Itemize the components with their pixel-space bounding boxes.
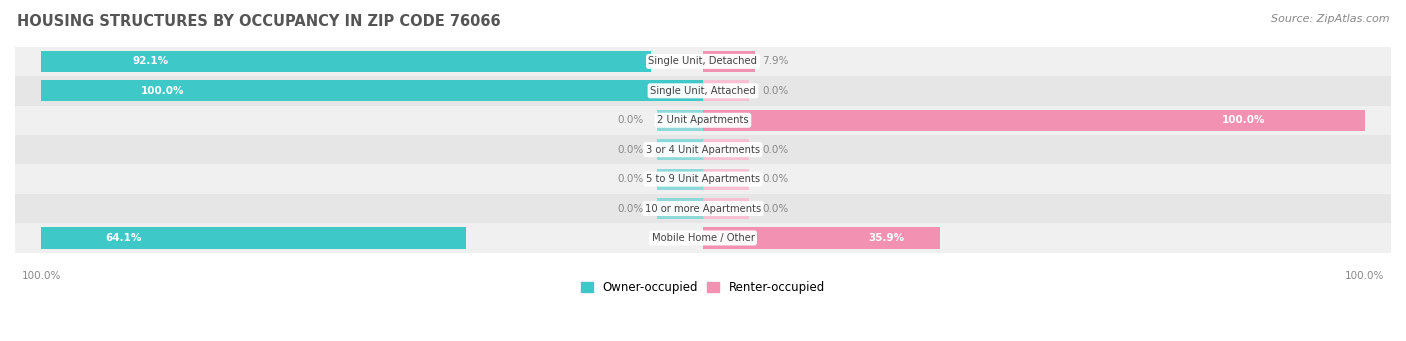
Text: 0.0%: 0.0% — [762, 145, 789, 155]
Text: 0.0%: 0.0% — [617, 145, 644, 155]
Bar — [703, 198, 749, 219]
Text: 0.0%: 0.0% — [617, 174, 644, 184]
Text: HOUSING STRUCTURES BY OCCUPANCY IN ZIP CODE 76066: HOUSING STRUCTURES BY OCCUPANCY IN ZIP C… — [17, 14, 501, 29]
Bar — [703, 80, 749, 101]
Text: 0.0%: 0.0% — [762, 204, 789, 213]
Text: 100.0%: 100.0% — [1346, 271, 1385, 281]
Bar — [41, 51, 651, 72]
Text: 10 or more Apartments: 10 or more Apartments — [645, 204, 761, 213]
Bar — [657, 110, 703, 131]
Bar — [15, 194, 1391, 223]
Bar — [41, 227, 465, 249]
Text: 100.0%: 100.0% — [1222, 115, 1265, 125]
Bar — [15, 223, 1391, 253]
Text: 92.1%: 92.1% — [132, 56, 169, 66]
Bar — [703, 110, 1365, 131]
Text: Single Unit, Detached: Single Unit, Detached — [648, 56, 758, 66]
Text: 35.9%: 35.9% — [869, 233, 905, 243]
Text: 2 Unit Apartments: 2 Unit Apartments — [657, 115, 749, 125]
Text: 64.1%: 64.1% — [105, 233, 142, 243]
Text: Mobile Home / Other: Mobile Home / Other — [651, 233, 755, 243]
Bar — [15, 106, 1391, 135]
Text: 5 to 9 Unit Apartments: 5 to 9 Unit Apartments — [645, 174, 761, 184]
Text: 100.0%: 100.0% — [141, 86, 184, 96]
Bar — [703, 51, 755, 72]
Text: 0.0%: 0.0% — [762, 174, 789, 184]
Bar — [15, 47, 1391, 76]
Text: 0.0%: 0.0% — [617, 115, 644, 125]
Text: Source: ZipAtlas.com: Source: ZipAtlas.com — [1271, 14, 1389, 24]
Bar — [41, 80, 703, 101]
Bar — [657, 139, 703, 160]
Bar — [15, 76, 1391, 106]
Bar — [657, 198, 703, 219]
Text: 0.0%: 0.0% — [762, 86, 789, 96]
Bar — [703, 139, 749, 160]
Text: 100.0%: 100.0% — [21, 271, 60, 281]
Bar — [657, 168, 703, 190]
Bar — [703, 168, 749, 190]
Bar — [15, 135, 1391, 164]
Legend: Owner-occupied, Renter-occupied: Owner-occupied, Renter-occupied — [576, 276, 830, 298]
Text: 7.9%: 7.9% — [762, 56, 789, 66]
Text: Single Unit, Attached: Single Unit, Attached — [650, 86, 756, 96]
Bar — [703, 227, 941, 249]
Text: 0.0%: 0.0% — [617, 204, 644, 213]
Bar — [15, 164, 1391, 194]
Text: 3 or 4 Unit Apartments: 3 or 4 Unit Apartments — [645, 145, 761, 155]
